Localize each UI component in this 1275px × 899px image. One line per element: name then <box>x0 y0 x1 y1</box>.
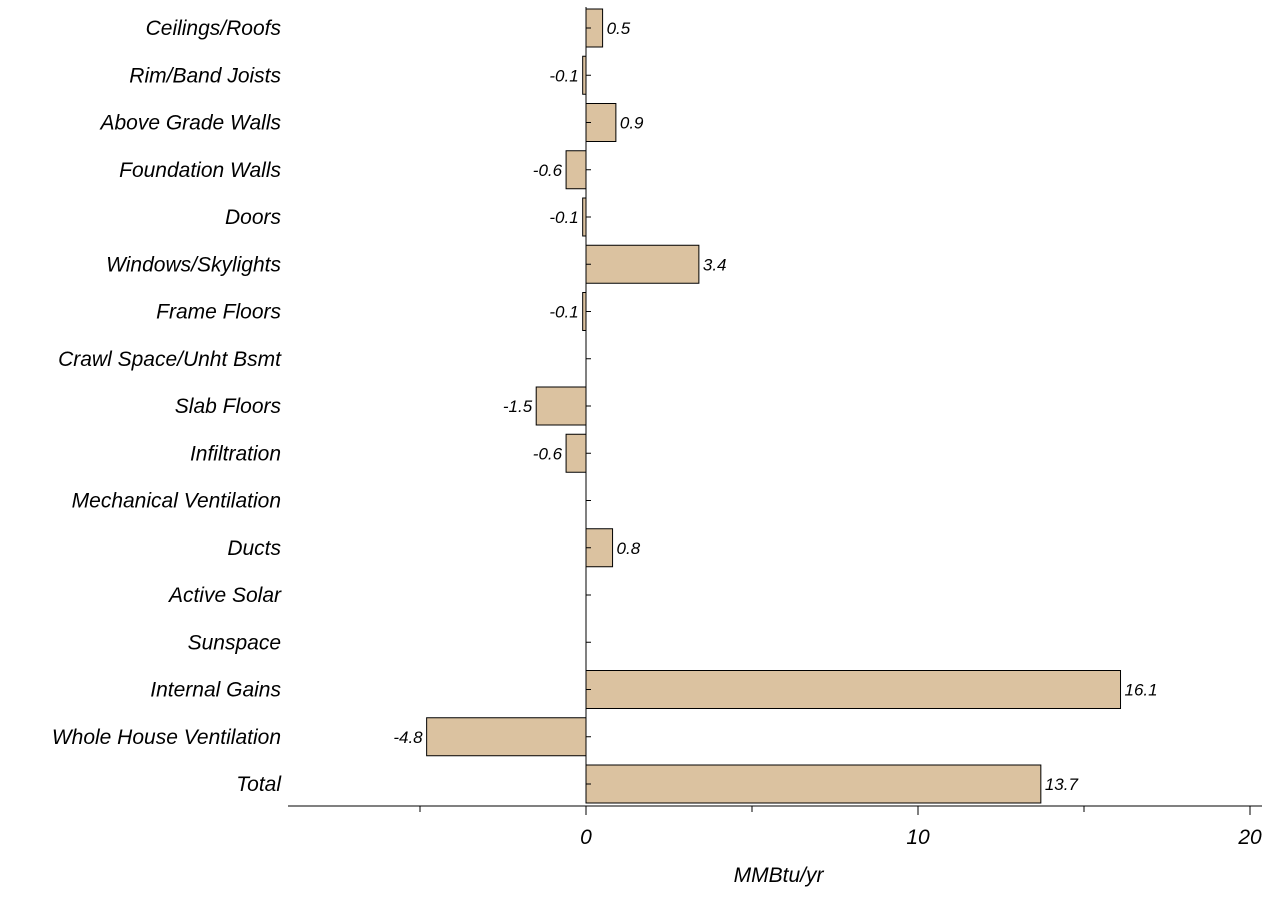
bar <box>565 433 587 473</box>
bar <box>565 150 587 190</box>
category-label: Above Grade Walls <box>98 112 281 135</box>
category-label: Crawl Space/Unht Bsmt <box>58 348 282 371</box>
category-label: Total <box>236 773 282 796</box>
value-label: -0.1 <box>549 66 578 85</box>
category-labels-group: Ceilings/Roofs Rim/Band Joists Above Grade… <box>52 17 283 796</box>
x-tick-label: 20 <box>1237 826 1262 849</box>
value-label: -0.1 <box>549 303 578 322</box>
category-label: Ceilings/Roofs <box>146 17 282 40</box>
value-label: -1.5 <box>503 397 533 416</box>
value-label: 0.9 <box>620 114 644 133</box>
category-label: Active Solar <box>167 584 282 607</box>
value-label: -0.6 <box>533 444 563 463</box>
value-label: 3.4 <box>703 255 727 274</box>
category-label: Foundation Walls <box>119 159 281 182</box>
zero-axis-group <box>585 7 591 803</box>
value-label: -4.8 <box>393 728 423 747</box>
category-label: Whole House Ventilation <box>52 726 281 749</box>
value-label: 13.7 <box>1045 775 1079 794</box>
value-label: 0.5 <box>607 19 631 38</box>
category-label: Windows/Skylights <box>106 253 281 276</box>
category-label: Ducts <box>227 537 281 560</box>
category-label: Infiltration <box>190 442 281 465</box>
category-label: Frame Floors <box>156 301 281 324</box>
category-label: Internal Gains <box>150 679 281 702</box>
value-label: -0.1 <box>549 208 578 227</box>
value-label: 16.1 <box>1125 681 1158 700</box>
value-label: 0.8 <box>617 539 641 558</box>
value-label: -0.6 <box>533 161 563 180</box>
bar <box>585 764 1042 804</box>
bar <box>535 386 587 426</box>
bar <box>585 244 700 284</box>
category-label: Doors <box>225 206 282 229</box>
x-tick-label: 10 <box>906 826 930 849</box>
x-axis-title: MMBtu/yr <box>734 864 825 887</box>
x-tick-label: 0 <box>580 826 592 849</box>
value-labels-group: 0.5 -0.1 0.9 -0.6 -0.1 3.4 -0.1 -1.5 -0.6 0.8 16.1… <box>393 19 1157 794</box>
bar <box>585 670 1122 709</box>
category-label: Rim/Band Joists <box>129 64 281 87</box>
category-label: Mechanical Ventilation <box>72 490 281 513</box>
bar <box>426 717 587 757</box>
x-axis-group: 0 10 20 <box>288 805 1262 849</box>
category-label: Slab Floors <box>175 395 282 418</box>
category-label: Sunspace <box>188 631 281 654</box>
